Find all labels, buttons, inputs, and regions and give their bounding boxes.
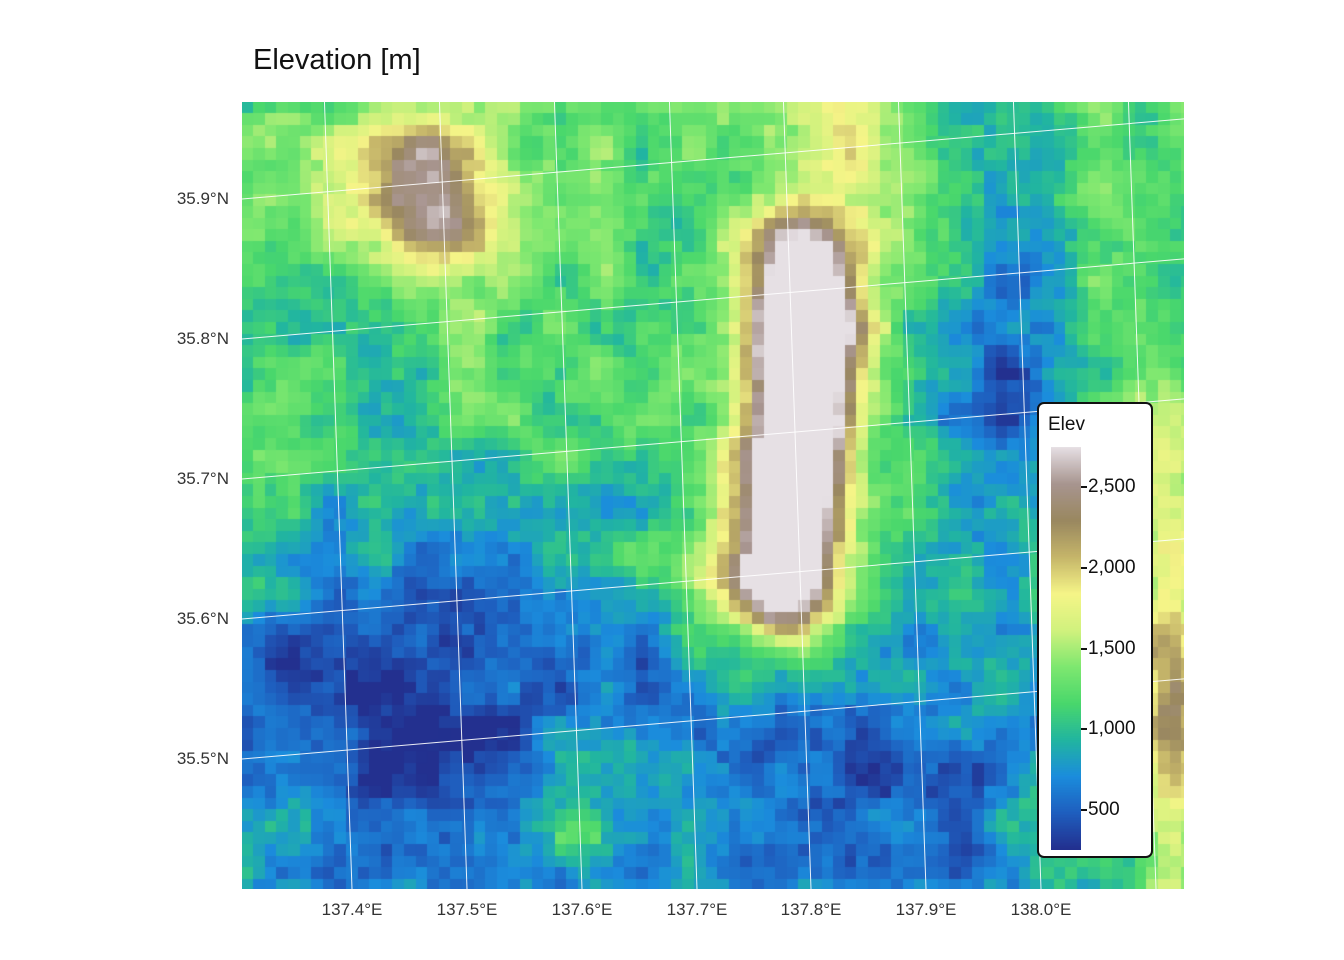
longitude-gridline <box>897 102 927 889</box>
lon-label: 137.6°E <box>551 900 613 919</box>
elevation-map[interactable] <box>242 102 1184 889</box>
lon-label: 138.0°E <box>1010 900 1072 919</box>
legend-label: 1,000 <box>1088 718 1136 740</box>
latitude-gridline <box>242 678 1184 760</box>
legend-color-bar <box>1051 447 1081 850</box>
legend-tick <box>1081 728 1087 731</box>
legend-label: 500 <box>1088 798 1120 820</box>
lat-label: 35.9°N <box>176 189 229 208</box>
lat-label: 35.6°N <box>176 609 229 628</box>
elevation-legend: Elev 500 1,000 1,500 2,000 2,500 <box>1037 402 1153 858</box>
longitude-gridline <box>1012 102 1042 889</box>
latitude-gridline <box>242 538 1184 620</box>
lat-label: 35.5°N <box>176 749 229 768</box>
legend-tick <box>1081 566 1087 569</box>
lat-label: 35.7°N <box>176 469 229 488</box>
lon-label: 137.4°E <box>321 900 383 919</box>
lat-label: 35.8°N <box>176 329 229 348</box>
longitude-gridline <box>782 102 812 889</box>
longitude-gridline <box>668 102 698 889</box>
lon-label: 137.8°E <box>780 900 842 919</box>
latitude-gridline <box>242 258 1184 340</box>
legend-label: 1,500 <box>1088 637 1136 659</box>
legend-tick <box>1081 486 1087 489</box>
legend-tick <box>1081 647 1087 650</box>
legend-tick <box>1081 808 1087 811</box>
lon-label: 137.7°E <box>666 900 728 919</box>
latitude-gridline <box>242 118 1184 200</box>
longitude-gridline <box>323 102 353 889</box>
lon-label: 137.9°E <box>895 900 957 919</box>
longitude-gridline <box>438 102 468 889</box>
latitude-gridline <box>242 398 1184 480</box>
legend-label: 2,500 <box>1088 476 1136 498</box>
legend-label: 2,000 <box>1088 556 1136 578</box>
lon-label: 137.5°E <box>436 900 498 919</box>
longitude-gridline <box>553 102 583 889</box>
map-title: Elevation [m] <box>253 44 421 76</box>
legend-title: Elev <box>1048 414 1085 435</box>
